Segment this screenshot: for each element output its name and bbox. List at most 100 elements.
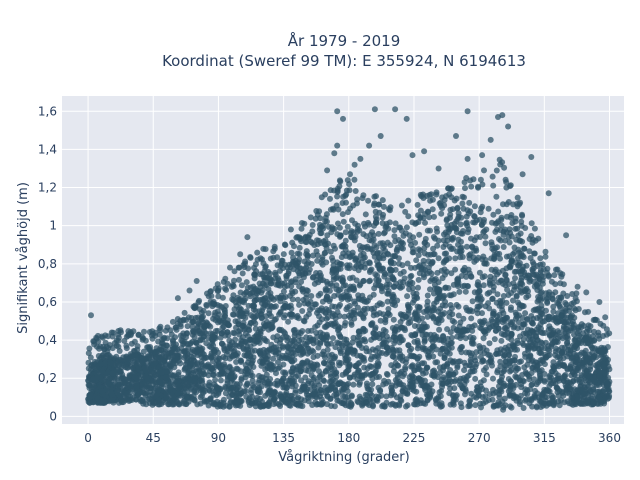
data-point bbox=[507, 378, 514, 384]
data-point bbox=[377, 240, 384, 247]
data-point bbox=[396, 283, 403, 290]
data-point bbox=[571, 305, 578, 312]
data-point bbox=[490, 287, 497, 294]
data-point bbox=[529, 320, 536, 327]
data-point bbox=[382, 319, 389, 326]
data-point bbox=[291, 243, 297, 250]
data-point bbox=[288, 392, 295, 399]
data-point bbox=[500, 201, 506, 208]
data-point bbox=[582, 309, 588, 316]
data-point bbox=[229, 339, 235, 346]
data-point bbox=[507, 183, 513, 190]
data-point bbox=[598, 349, 605, 356]
data-point bbox=[447, 371, 454, 378]
data-point bbox=[424, 392, 431, 399]
data-point bbox=[478, 404, 484, 411]
data-point bbox=[193, 389, 200, 396]
data-point bbox=[447, 214, 453, 221]
data-point bbox=[345, 312, 352, 319]
data-point bbox=[167, 380, 174, 387]
data-point bbox=[451, 378, 458, 385]
data-point bbox=[512, 225, 519, 232]
data-point bbox=[483, 364, 489, 371]
data-point bbox=[352, 188, 359, 194]
data-point bbox=[489, 396, 496, 403]
data-point bbox=[369, 346, 376, 353]
data-point bbox=[330, 242, 337, 249]
data-point bbox=[488, 255, 495, 262]
data-point bbox=[550, 363, 557, 370]
data-point bbox=[392, 238, 399, 245]
data-point bbox=[363, 233, 370, 240]
data-point bbox=[275, 365, 282, 372]
data-point bbox=[475, 279, 481, 286]
data-point bbox=[330, 335, 336, 342]
data-point bbox=[299, 308, 306, 314]
data-point bbox=[337, 301, 343, 308]
data-point bbox=[130, 370, 137, 376]
data-point bbox=[391, 227, 398, 234]
data-point bbox=[497, 358, 504, 365]
data-point bbox=[238, 282, 245, 289]
data-point bbox=[500, 404, 507, 411]
data-point bbox=[125, 356, 132, 363]
data-point bbox=[473, 394, 480, 401]
data-point bbox=[177, 317, 184, 324]
data-point bbox=[389, 382, 395, 389]
data-point bbox=[118, 329, 124, 336]
data-point bbox=[128, 397, 135, 403]
data-point bbox=[153, 345, 160, 352]
data-point bbox=[444, 342, 451, 349]
data-point bbox=[498, 330, 505, 337]
data-point bbox=[530, 307, 537, 314]
data-point bbox=[577, 379, 583, 386]
data-point bbox=[205, 293, 212, 300]
data-point bbox=[316, 382, 323, 389]
data-point bbox=[260, 352, 267, 359]
data-point bbox=[198, 377, 205, 384]
data-point bbox=[346, 374, 353, 381]
data-point bbox=[310, 252, 317, 259]
data-point bbox=[337, 232, 344, 239]
data-point bbox=[555, 294, 562, 301]
data-point bbox=[531, 225, 538, 232]
data-point bbox=[490, 375, 496, 382]
data-point bbox=[357, 281, 364, 288]
data-point bbox=[193, 349, 200, 355]
data-point bbox=[428, 191, 435, 198]
data-point bbox=[467, 307, 474, 313]
data-point bbox=[587, 366, 594, 373]
data-point bbox=[327, 187, 334, 194]
data-point bbox=[280, 369, 287, 376]
data-point bbox=[239, 270, 246, 277]
data-point bbox=[348, 228, 355, 235]
data-point bbox=[377, 317, 384, 324]
data-point bbox=[324, 281, 331, 288]
data-point bbox=[296, 265, 303, 272]
data-point bbox=[335, 291, 342, 298]
data-point bbox=[323, 340, 330, 347]
data-point bbox=[307, 214, 314, 221]
data-point bbox=[555, 360, 562, 367]
data-point bbox=[446, 255, 453, 262]
data-point bbox=[450, 281, 457, 288]
data-point bbox=[519, 315, 526, 321]
data-point bbox=[544, 298, 551, 305]
data-point bbox=[485, 205, 492, 212]
data-point bbox=[519, 266, 526, 273]
data-point bbox=[373, 219, 379, 226]
data-point bbox=[414, 401, 421, 408]
data-point bbox=[457, 221, 464, 228]
data-point bbox=[476, 216, 483, 223]
data-point bbox=[487, 352, 493, 359]
data-point bbox=[286, 311, 293, 318]
data-point bbox=[522, 225, 529, 231]
data-point bbox=[473, 234, 480, 241]
data-point bbox=[290, 254, 297, 261]
data-point bbox=[564, 293, 571, 299]
data-point bbox=[542, 248, 549, 255]
data-point bbox=[220, 278, 227, 285]
data-point bbox=[479, 203, 486, 210]
data-point bbox=[388, 392, 394, 399]
data-point bbox=[459, 283, 466, 290]
